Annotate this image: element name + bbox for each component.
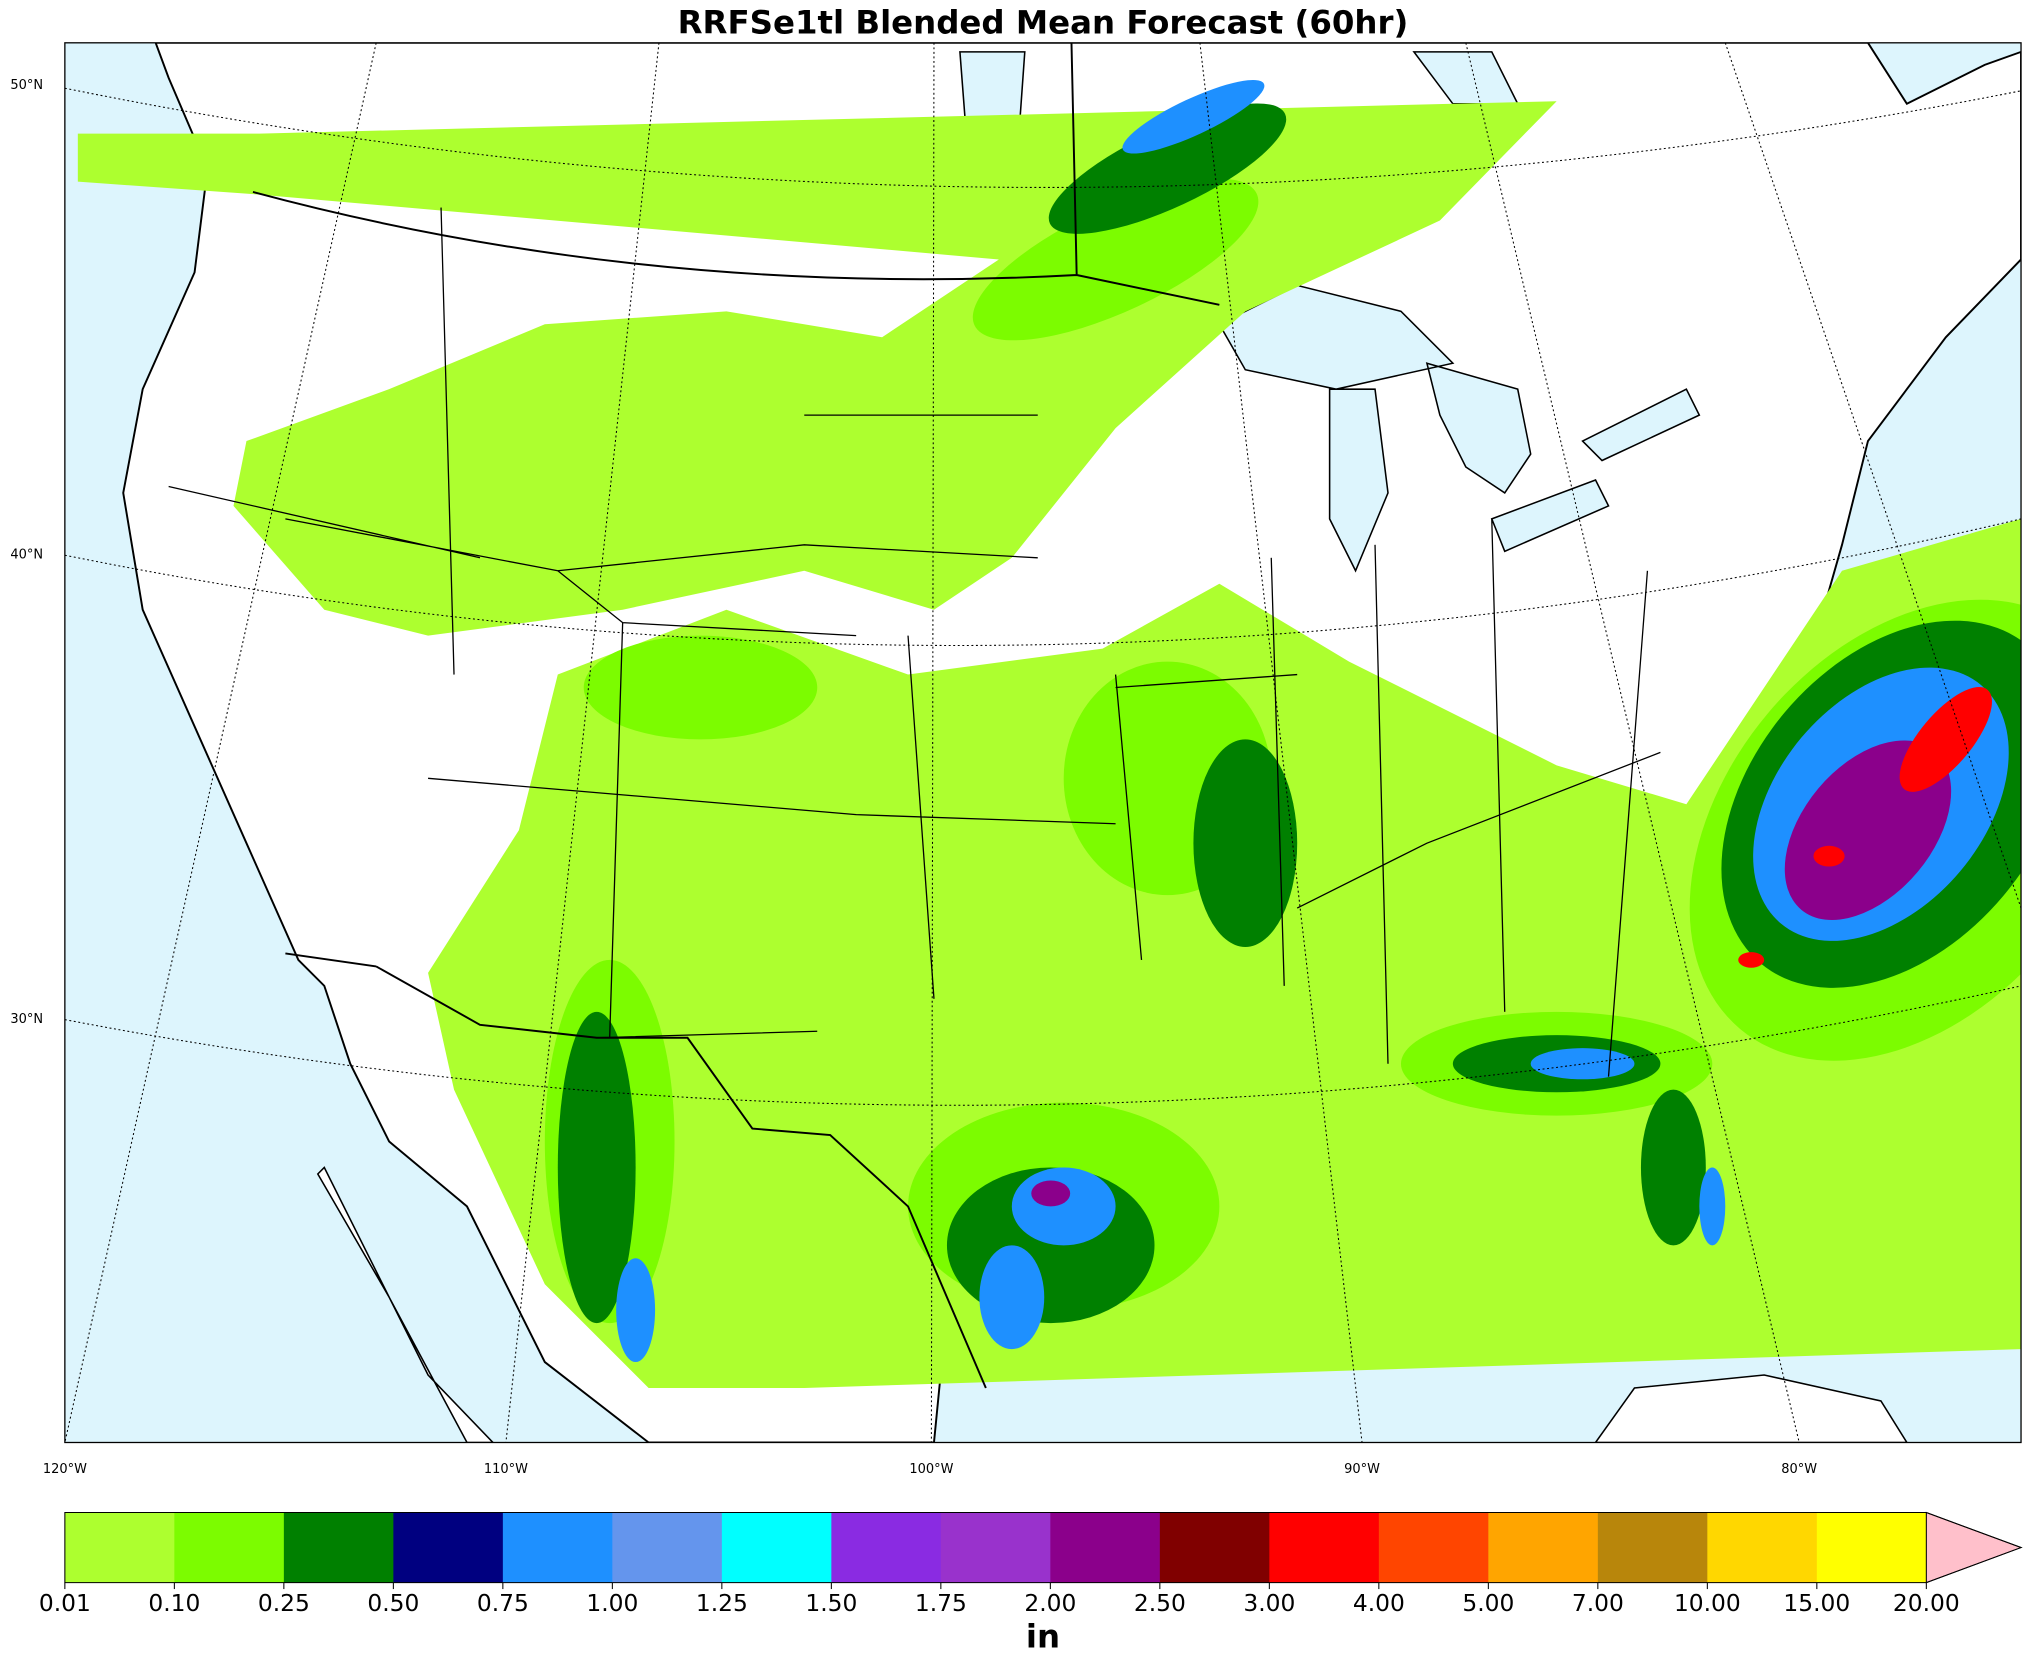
colorbar-segment [1597,1512,1708,1583]
colorbar-segment [1816,1512,1927,1583]
precip-max [1738,686,1992,968]
colorbar-tick-label: 0.01 [39,1589,91,1617]
colorbar-segment [1378,1512,1489,1583]
colorbar-segment [283,1512,395,1583]
colorbar-segment [612,1512,723,1583]
lon-label: 110°W [484,1462,528,1477]
colorbar-tick-label: 0.10 [148,1589,200,1617]
colorbar-tick-label: 1.00 [586,1589,638,1617]
colorbar-tick-label: 2.50 [1134,1589,1186,1617]
colorbar-tick-label: 0.50 [367,1589,419,1617]
colorbar-segment [1707,1512,1818,1583]
colorbar-segment [502,1512,614,1583]
colorbar-tick-label: 1.75 [915,1589,967,1617]
lon-label: 100°W [909,1462,953,1477]
lat-label: 50°N [10,78,43,93]
colorbar-label: in [1026,1617,1060,1655]
colorbar-extend [1925,1511,2023,1584]
colorbar-segment [64,1512,176,1583]
colorbar-outline [64,1512,2023,1584]
map-title: RRFSe1tl Blended Mean Forecast (60hr) [678,4,1409,42]
lon-label: 80°W [1781,1462,1817,1477]
colorbar-tick-label: 1.50 [805,1589,857,1617]
map-frame [64,42,2022,1444]
colorbar-tick-label: 0.75 [477,1589,529,1617]
colorbar-tick-label: 15.00 [1783,1589,1850,1617]
cuba [1594,1374,1908,1443]
colorbar-tick-label: 3.00 [1243,1589,1295,1617]
lon-labels: 120°W 110°W 100°W 90°W 80°W [43,1462,1817,1477]
colorbar-tick-label: 20.00 [1893,1589,1960,1617]
colorbar-segment [1050,1512,1161,1583]
lakes [959,51,1701,573]
colorbar-segment [940,1512,1051,1583]
colorbar-tick-label: 10.00 [1674,1589,1741,1617]
colorbar-segment [1159,1512,1270,1583]
colorbar-tick-label: 2.00 [1024,1589,1076,1617]
colorbar-segment [393,1512,504,1583]
meridians [64,42,2022,1443]
state-lines [168,207,1661,1077]
baja [316,1166,495,1443]
map [64,42,2022,1443]
colorbar-tick-label: 4.00 [1353,1589,1405,1617]
colorbar-tick-label: 0.25 [258,1589,310,1617]
lat-label: 40°N [10,548,43,563]
colorbar-tick-label: 7.00 [1572,1589,1624,1617]
precip-south [428,518,2022,1389]
colorbar: 0.01 0.10 0.25 0.50 0.75 1.00 1.25 1.50 1.75 2.00… [39,1511,2023,1617]
colorbar-tick-label: 5.00 [1462,1589,1514,1617]
lon-label: 120°W [43,1462,87,1477]
colorbar-segment [1488,1512,1599,1583]
lon-label: 90°W [1344,1462,1380,1477]
colorbar-segment [831,1512,942,1583]
colorbar-segment [1269,1512,1380,1583]
lat-label: 30°N [10,1012,43,1027]
colorbar-segment [174,1512,285,1583]
parallels [64,87,2022,1106]
borders [252,42,1220,1389]
colorbar-tick-label: 1.25 [696,1589,748,1617]
colorbar-segment [721,1512,832,1583]
